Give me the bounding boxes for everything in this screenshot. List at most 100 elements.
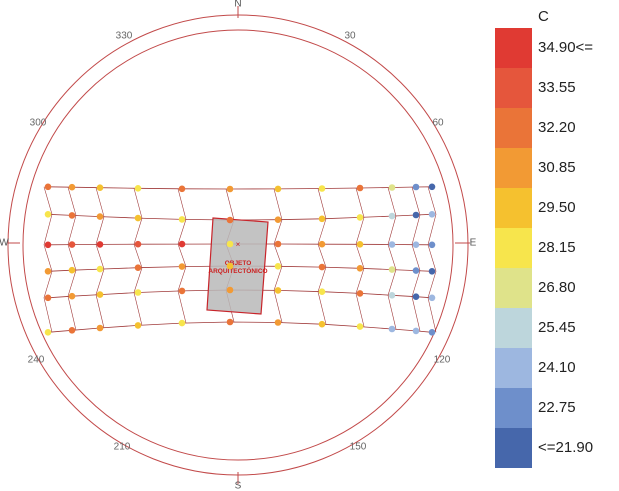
legend-swatch (495, 228, 532, 268)
sun-position-dot (226, 286, 234, 294)
sun-position-dot (178, 263, 186, 270)
degree-label-240: 240 (28, 355, 45, 366)
sun-position-dot (318, 215, 326, 223)
legend-value-label: 22.75 (538, 400, 576, 416)
east-label: E (470, 238, 477, 249)
sun-position-dot (178, 216, 186, 223)
sun-position-dot (428, 329, 436, 336)
sun-position-dot (68, 241, 76, 248)
sun-position-dot (134, 289, 142, 296)
sun-position-dot (428, 268, 436, 275)
sun-position-dot (274, 319, 282, 326)
sun-position-dot (274, 216, 282, 223)
legend-swatch (495, 348, 532, 388)
legend-swatch (495, 268, 532, 308)
sun-position-dot (318, 185, 326, 192)
sun-position-dot (388, 266, 396, 273)
degree-label-210: 210 (114, 442, 131, 453)
sun-position-dot (134, 185, 142, 192)
legend-swatch (495, 388, 532, 428)
architectural-object (206, 217, 269, 315)
sun-position-dot (388, 184, 396, 191)
legend-value-label: 25.45 (538, 320, 576, 336)
sun-position-dot (274, 263, 282, 270)
sun-position-dot (412, 327, 420, 335)
object-label-line2: ARQUITECTÓNICO (208, 266, 267, 275)
sun-path-hour-line (355, 187, 365, 327)
sun-position-dot (356, 184, 364, 192)
sun-position-dot (274, 185, 282, 193)
degree-label-30: 30 (344, 31, 356, 42)
sun-position-dot (412, 293, 420, 301)
sun-position-dot (412, 211, 420, 219)
sun-position-dot (134, 240, 142, 248)
sun-position-dot (318, 263, 326, 271)
sun-position-dot (412, 183, 420, 191)
sun-position-dot (96, 213, 104, 220)
sun-path-hour-line (317, 188, 327, 325)
legend-swatch (495, 308, 532, 348)
sun-position-dot (44, 183, 52, 191)
legend-value-label: 26.80 (538, 280, 576, 296)
sun-position-dot (44, 211, 52, 218)
sun-path-hour-line (67, 187, 77, 331)
sun-position-dot (274, 240, 282, 248)
sun-position-dot (178, 185, 186, 193)
object-label-line1: OBJETO (225, 260, 252, 267)
sun-position-dot (134, 322, 142, 329)
sun-path-hour-line (387, 187, 397, 330)
legend-swatch (495, 28, 532, 68)
sun-position-dots (44, 183, 436, 336)
sun-position-dot (356, 290, 364, 297)
legend-value-label: 24.10 (538, 360, 576, 376)
legend-unit: C (538, 8, 549, 25)
sun-position-dot (44, 329, 52, 336)
legend-value-label: 29.50 (538, 200, 576, 216)
sun-position-dot (178, 240, 186, 248)
sun-position-dot (96, 291, 104, 298)
degree-label-300: 300 (30, 118, 47, 129)
sun-position-dot (356, 323, 364, 330)
legend-swatch (495, 428, 532, 468)
horizon-ring (22, 29, 454, 461)
sun-position-dot (96, 184, 104, 191)
sun-position-dot (428, 294, 436, 302)
sun-position-dot (68, 266, 76, 274)
sun-path-hour-line (177, 188, 187, 324)
sun-position-dot (428, 241, 436, 249)
sun-path-row-line (47, 321, 433, 333)
legend-swatch (495, 68, 532, 108)
sun-path-hour-line (95, 187, 105, 329)
sun-path-hour-line (133, 188, 143, 326)
south-label: S (235, 481, 242, 491)
sun-position-dot (274, 287, 282, 294)
sun-position-dot (134, 264, 142, 272)
sun-position-dot (68, 183, 76, 191)
sun-position-dot (412, 241, 420, 248)
sun-position-dot (178, 287, 186, 295)
legend-value-label: 34.90<= (538, 40, 594, 56)
degree-label-150: 150 (350, 442, 367, 453)
west-label: W (0, 238, 9, 249)
sun-path-hour-line (43, 186, 53, 333)
sun-position-dot (388, 292, 396, 299)
sun-position-dot (68, 292, 76, 300)
sun-path-hour-line (411, 186, 421, 331)
legend-swatch (495, 188, 532, 228)
sun-position-dot (356, 214, 364, 221)
legend-color-bar (495, 28, 532, 468)
sun-position-dot (226, 262, 234, 270)
sun-position-dot (96, 324, 104, 332)
legend-value-label: <=21.90 (538, 440, 594, 456)
sun-position-dot (134, 214, 142, 222)
legend-value-label: 28.15 (538, 240, 576, 256)
degree-label-120: 120 (434, 355, 451, 366)
legend-value-label: 30.85 (538, 160, 576, 176)
legend-swatch (495, 148, 532, 188)
sun-position-dot (226, 185, 234, 193)
sun-path-diagram: N S W E 30 60 120 150 210 240 300 330 × … (0, 0, 477, 491)
sun-position-dot (96, 241, 104, 248)
sun-position-dot (226, 216, 234, 224)
sun-path-hour-line (427, 186, 437, 333)
sun-position-dot (226, 318, 234, 326)
